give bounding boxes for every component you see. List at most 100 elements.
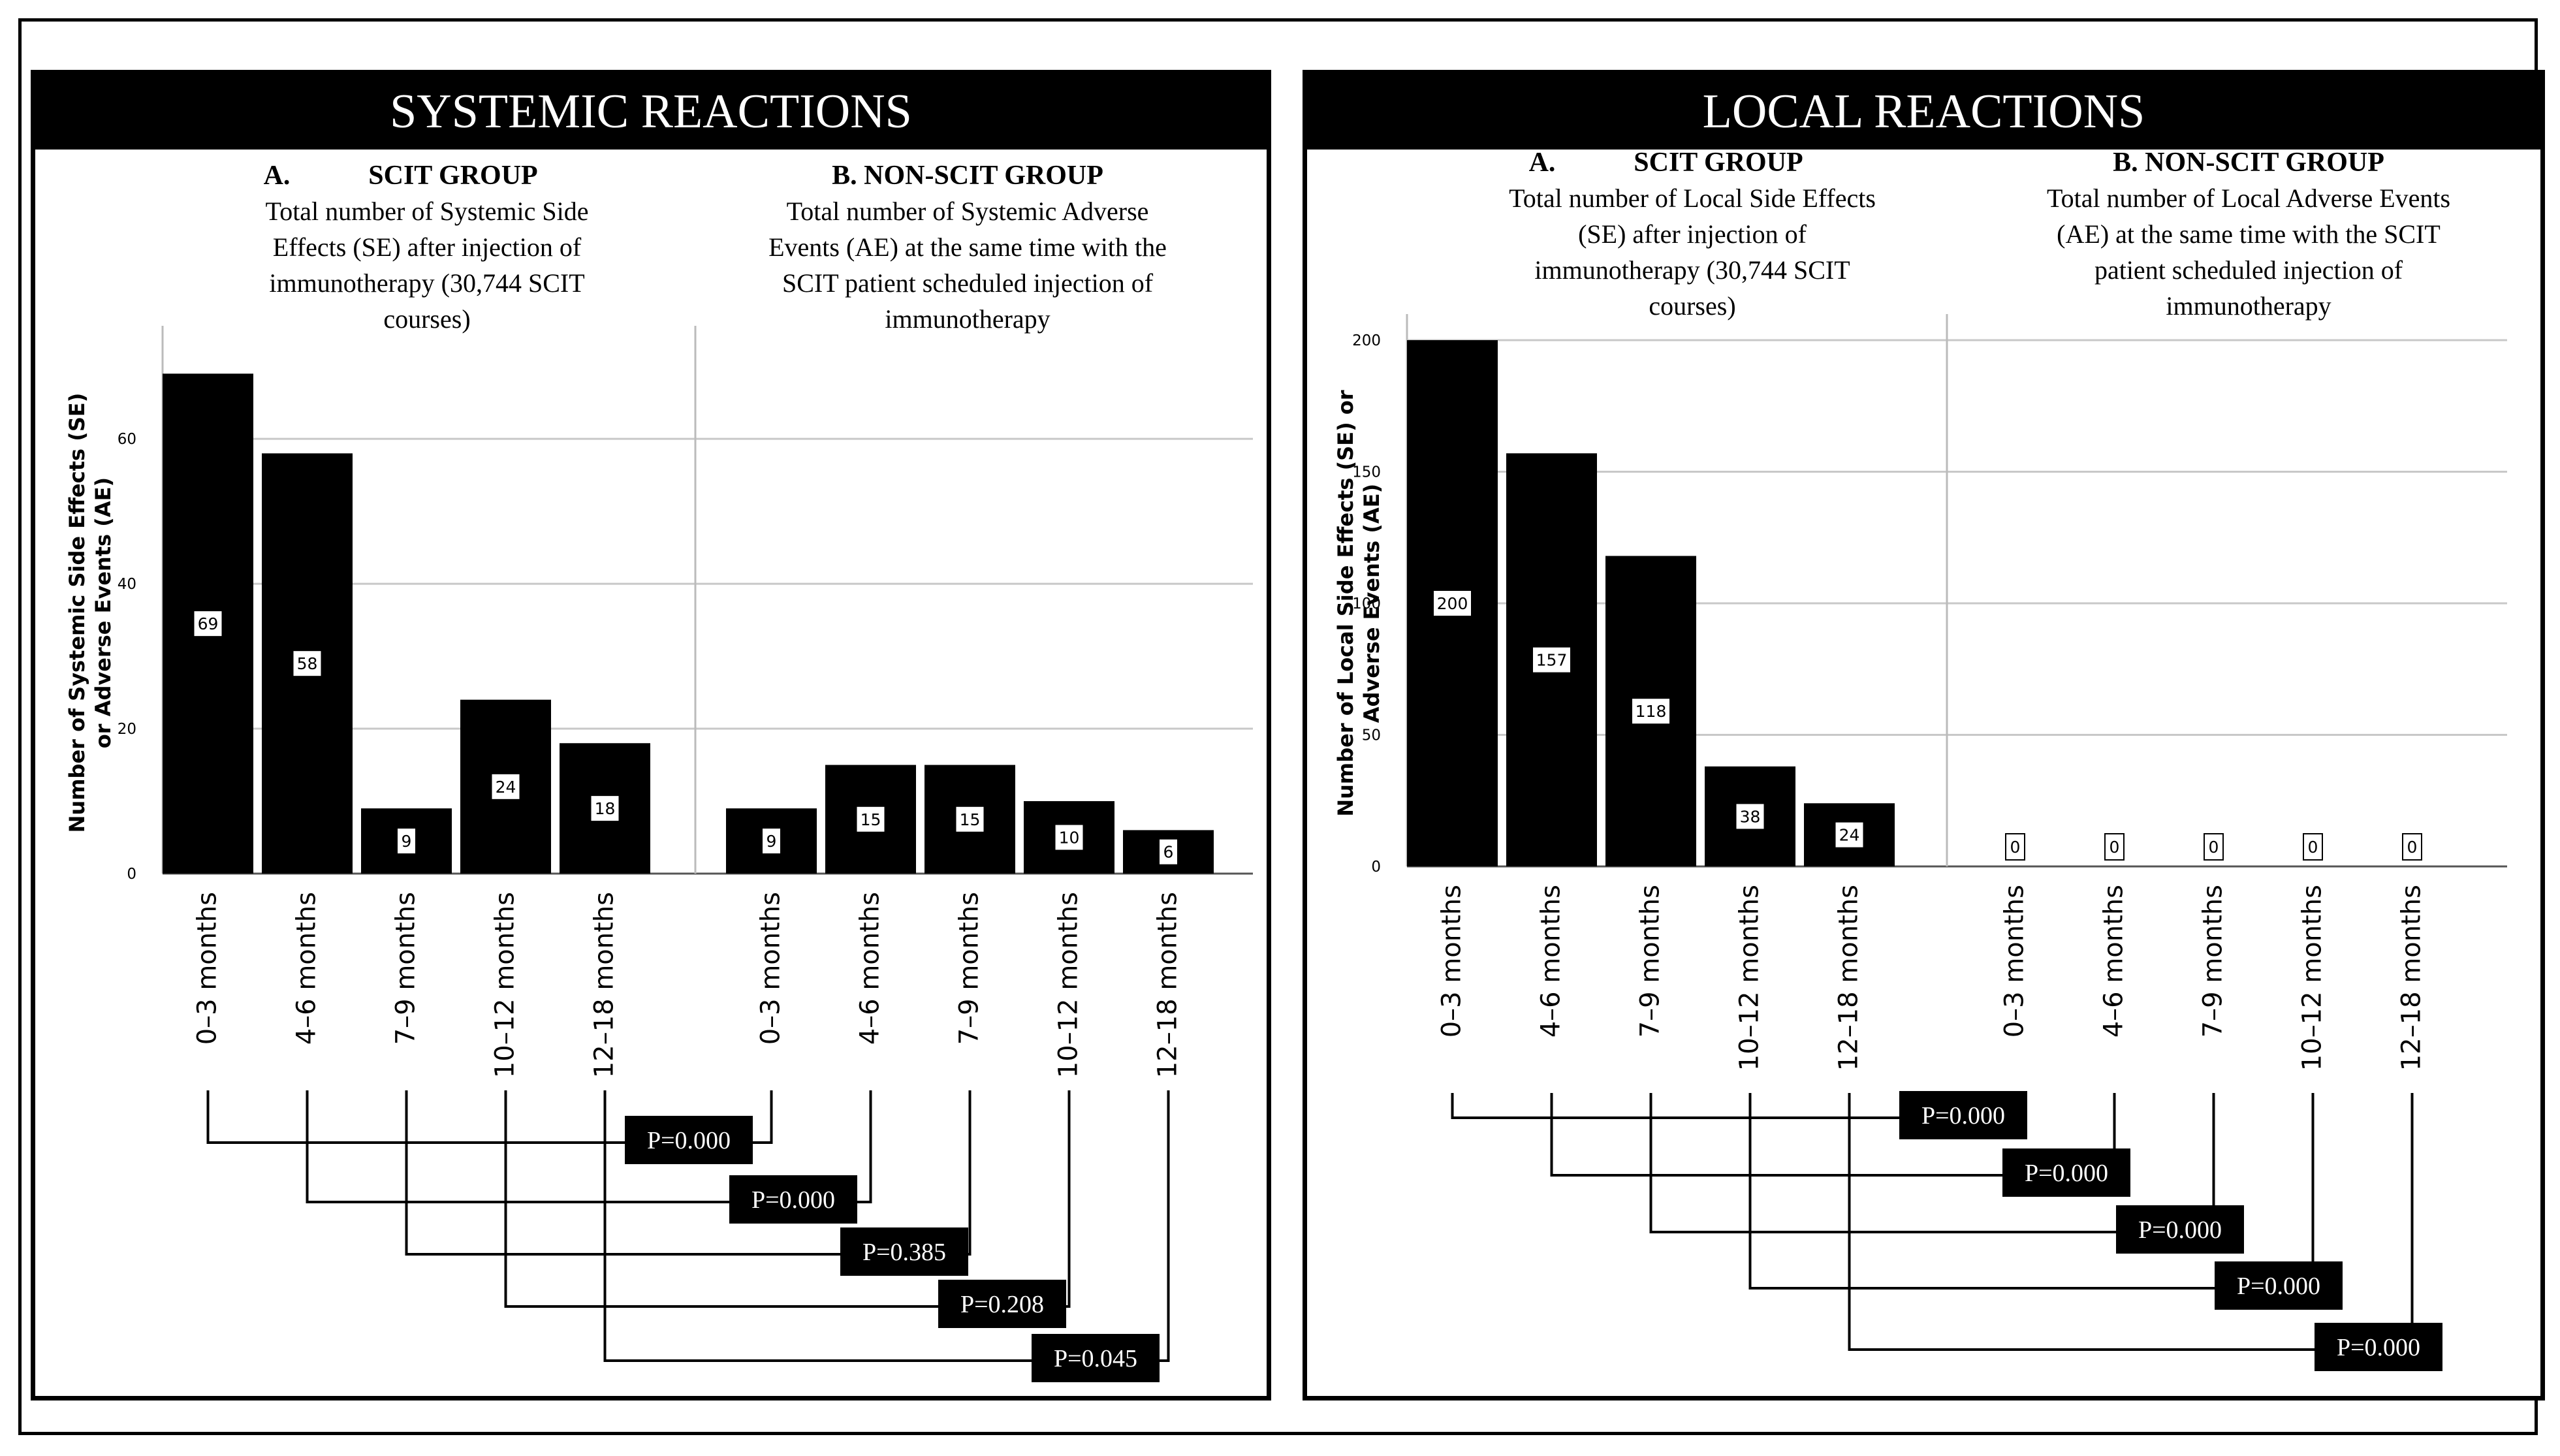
systemic-group-title: SCIT GROUP — [368, 161, 537, 191]
systemic-pvalue-box — [938, 1280, 1066, 1328]
systemic-y-tick-label: 20 — [118, 721, 136, 738]
systemic-pvalue-label: P=0.045 — [1054, 1345, 1137, 1372]
local-data-label-box — [1532, 646, 1572, 674]
systemic-category-label: 0–3 months — [193, 892, 223, 1045]
systemic-pvalue-box — [840, 1227, 968, 1276]
local-data-label: 0 — [2010, 838, 2021, 857]
local-y-tick-label: 150 — [1352, 464, 1381, 481]
local-pvalue-label: P=0.000 — [2337, 1334, 2420, 1361]
systemic-pvalue-label: P=0.000 — [751, 1186, 835, 1214]
local-category-label: 0–3 months — [2000, 885, 2030, 1037]
local-data-label: 118 — [1636, 702, 1667, 721]
systemic-group-subtitle-line: courses) — [383, 304, 470, 334]
local-banner: LOCAL REACTIONS — [1307, 74, 2540, 150]
systemic-category-label: 0–3 months — [756, 892, 786, 1045]
systemic-group-letter: A. — [264, 161, 291, 191]
systemic-banner: SYSTEMIC REACTIONS — [35, 74, 1267, 150]
systemic-data-label: 9 — [402, 832, 412, 851]
systemic-category-label: 12–18 months — [590, 892, 620, 1078]
systemic-data-label-box — [955, 805, 985, 833]
local-pvalue-label: P=0.000 — [1921, 1102, 2005, 1130]
local-data-label: 0 — [2110, 838, 2120, 857]
local-data-label-box — [1432, 590, 1472, 617]
systemic-reactions-panel: SYSTEMIC REACTIONS A. SCIT GROUP Total num… — [31, 70, 1271, 1401]
systemic-data-label-box — [590, 795, 620, 823]
local-y-tick-label: 0 — [1371, 859, 1381, 876]
local-data-label-box — [1735, 802, 1765, 831]
local-data-label: 38 — [1740, 807, 1761, 826]
systemic-data-label-box — [396, 827, 417, 855]
local-category-label: 7–9 months — [1636, 885, 1666, 1037]
local-category-label: 7–9 months — [2198, 885, 2228, 1037]
local-pvalue-label: P=0.000 — [2025, 1160, 2108, 1187]
local-y-axis-label: Adverse Events (AE) — [1359, 484, 1384, 723]
systemic-category-label: 10–12 months — [1054, 892, 1084, 1078]
local-group-subtitle-line: Total number of Local Adverse Events — [2047, 183, 2450, 213]
local-group-subtitle-line: (SE) after injection of — [1578, 219, 1807, 249]
local-data-label-box — [2303, 833, 2323, 861]
systemic-data-label-box — [193, 610, 223, 638]
local-y-tick-label: 100 — [1352, 595, 1381, 612]
local-pvalue-box — [2215, 1261, 2343, 1310]
local-group-subtitle-line: immunotherapy — [2166, 291, 2331, 321]
systemic-pvalue-box — [729, 1175, 857, 1224]
systemic-y-tick-label: 60 — [118, 431, 136, 448]
local-data-label-box — [2204, 833, 2224, 861]
local-pvalue-box — [2002, 1148, 2130, 1197]
systemic-group-subtitle-line: SCIT patient scheduled injection of — [782, 268, 1154, 298]
systemic-data-label: 15 — [960, 810, 981, 829]
local-y-axis-label: Number of Local Side Effects (SE) or — [1333, 390, 1358, 817]
systemic-y-axis-label: Number of Systemic Side Effects (SE) — [65, 393, 89, 833]
local-group-subtitle-line: patient scheduled injection of — [2094, 255, 2403, 285]
local-reactions-panel: LOCAL REACTIONS A. SCIT GROUP Total number… — [1303, 70, 2545, 1401]
systemic-y-tick-label: 0 — [127, 866, 136, 883]
systemic-data-label: 69 — [198, 614, 219, 633]
local-pvalue-connector — [1848, 1093, 2414, 1351]
systemic-data-label-box — [855, 805, 886, 833]
local-pvalue-box — [2116, 1205, 2244, 1254]
local-pvalue-box — [1899, 1091, 2027, 1139]
systemic-category-label: 7–9 months — [391, 892, 421, 1045]
systemic-category-label: 4–6 months — [855, 892, 885, 1045]
local-pvalue-box — [2315, 1323, 2442, 1371]
systemic-pvalue-connector — [603, 1090, 1170, 1362]
systemic-data-label: 24 — [496, 778, 516, 797]
local-y-tick-label: 50 — [1362, 727, 1381, 744]
systemic-y-tick-label: 40 — [118, 576, 136, 593]
systemic-pvalue-label: P=0.385 — [862, 1239, 946, 1266]
systemic-pvalue-box — [625, 1116, 753, 1164]
local-category-label: 10–12 months — [2298, 885, 2328, 1071]
systemic-group-title: B. NON-SCIT GROUP — [832, 161, 1103, 191]
systemic-category-label: 7–9 months — [955, 892, 985, 1045]
local-group-letter: A. — [1529, 148, 1556, 178]
systemic-pvalue-label: P=0.000 — [647, 1127, 731, 1154]
systemic-pvalue-label: P=0.208 — [960, 1291, 1044, 1318]
local-pvalue-connector — [1649, 1093, 2215, 1233]
local-data-label: 0 — [2407, 838, 2418, 857]
systemic-group-subtitle-line: Effects (SE) after injection of — [273, 232, 582, 262]
local-pvalue-connector — [1748, 1093, 2315, 1290]
local-pvalue-label: P=0.000 — [2237, 1273, 2320, 1300]
local-group-subtitle-line: (AE) at the same time with the SCIT — [2057, 219, 2441, 249]
local-category-label: 12–18 months — [1834, 885, 1864, 1071]
systemic-data-label: 9 — [766, 832, 777, 851]
systemic-group-subtitle-line: immunotherapy (30,744 SCIT — [269, 268, 584, 298]
local-data-label: 0 — [2209, 838, 2219, 857]
local-pvalue-connector — [1550, 1093, 2116, 1177]
systemic-chart: A. SCIT GROUP Total number of Systemic Sid… — [65, 161, 1253, 1382]
systemic-category-label: 10–12 months — [490, 892, 520, 1078]
systemic-group-subtitle-line: Total number of Systemic Side — [266, 197, 589, 226]
systemic-data-label-box — [1158, 838, 1178, 866]
systemic-data-label-box — [1054, 823, 1084, 851]
local-category-label: 4–6 months — [2099, 885, 2129, 1037]
systemic-pvalue-connector — [405, 1090, 972, 1256]
systemic-data-label: 10 — [1059, 829, 1080, 847]
local-group-subtitle-line: courses) — [1649, 291, 1735, 321]
local-category-label: 12–18 months — [2397, 885, 2427, 1071]
local-data-label-box — [2005, 833, 2025, 861]
local-data-label-box — [1834, 821, 1865, 849]
local-pvalue-label: P=0.000 — [2138, 1216, 2222, 1244]
local-data-label: 0 — [2308, 838, 2318, 857]
local-data-label-box — [1631, 697, 1671, 725]
systemic-pvalue-connector — [504, 1090, 1071, 1308]
